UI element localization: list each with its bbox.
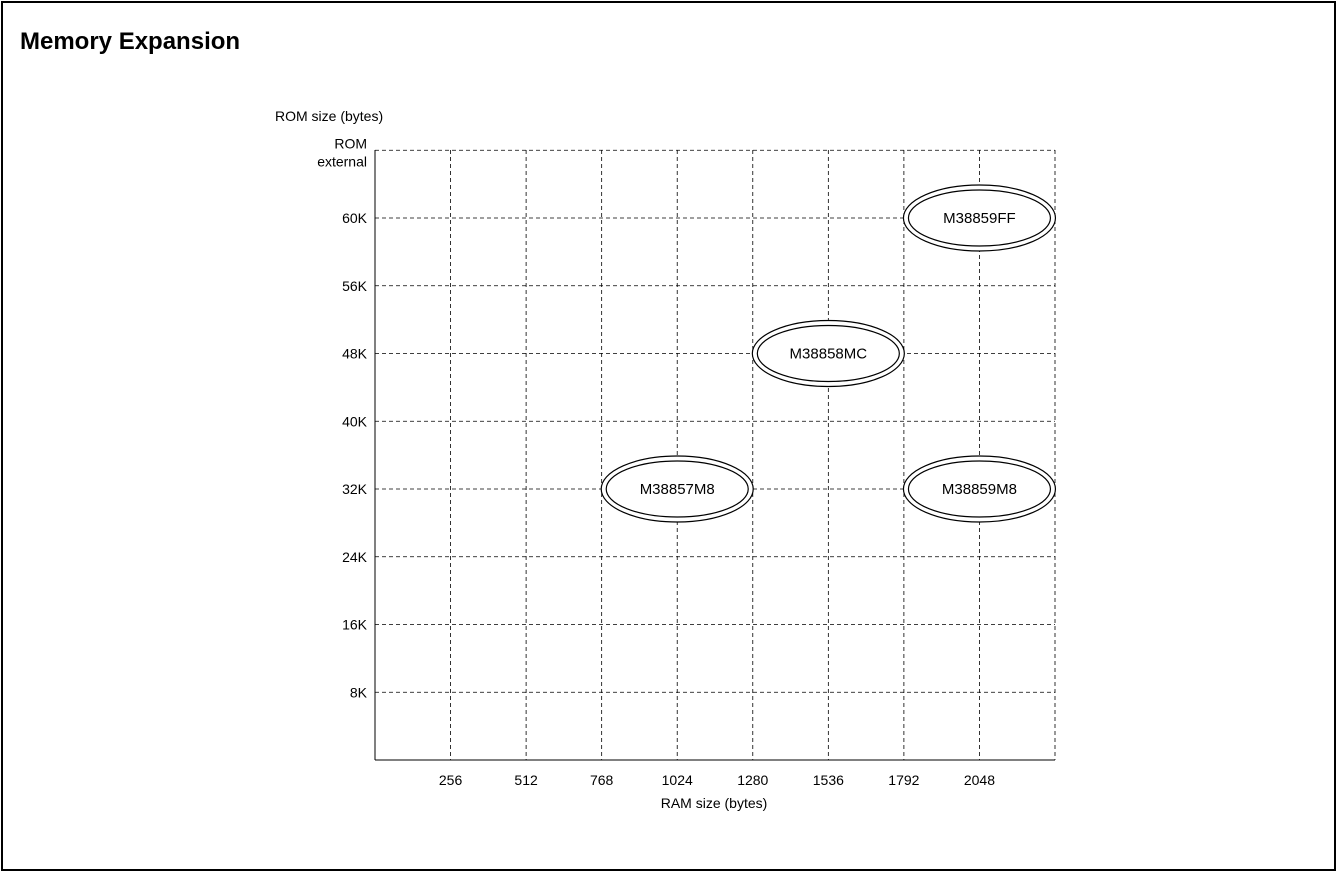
- y-tick-label: ROM external: [317, 135, 367, 169]
- y-axis-label: ROM size (bytes): [275, 108, 383, 124]
- x-tick-label: 512: [514, 772, 538, 788]
- chip-markers: M38859FF M38858MC M38857M8 M38859M8: [600, 184, 1057, 523]
- y-tick-label: 40K: [342, 413, 368, 429]
- y-tick-labels: 8K 16K 24K 32K 40K 48K 56K 60K ROM external: [317, 135, 367, 700]
- chip-marker-inner-ring: [756, 324, 900, 383]
- axes: [374, 150, 1055, 761]
- grid-lines: [375, 149, 1056, 760]
- chip-marker: M38859FF: [902, 184, 1057, 252]
- chip-marker: M38859M8: [902, 455, 1057, 523]
- chip-marker-inner-ring: [907, 189, 1052, 247]
- chip-label: M38859M8: [942, 481, 1017, 498]
- chip-marker-inner-ring: [907, 460, 1052, 518]
- page-title: Memory Expansion: [20, 28, 241, 55]
- y-tick-label: 8K: [350, 684, 368, 700]
- x-tick-label: 1536: [813, 772, 844, 788]
- chip-label: M38858MC: [790, 346, 868, 363]
- x-tick-label: 768: [590, 772, 614, 788]
- y-tick-label: 60K: [342, 210, 368, 226]
- x-tick-labels: 256 512 768 1024 1280 1536 1792 2048: [439, 772, 995, 788]
- chip-marker: M38857M8: [600, 455, 754, 523]
- x-tick-label: 1024: [662, 772, 693, 788]
- y-tick-label: 16K: [342, 617, 368, 633]
- x-tick-label: 2048: [964, 772, 995, 788]
- chip-label: M38857M8: [640, 481, 715, 498]
- y-tick-label: 56K: [342, 278, 368, 294]
- chip-marker-inner-ring: [605, 460, 749, 518]
- x-tick-label: 1792: [888, 772, 919, 788]
- chip-label: M38859FF: [943, 210, 1016, 227]
- x-axis-label: RAM size (bytes): [661, 795, 768, 811]
- y-tick-label: 24K: [342, 549, 368, 565]
- x-tick-label: 256: [439, 772, 463, 788]
- y-tick-label: 32K: [342, 481, 368, 497]
- y-tick-label: 48K: [342, 346, 368, 362]
- chip-marker: M38858MC: [751, 319, 905, 388]
- x-tick-label: 1280: [737, 772, 768, 788]
